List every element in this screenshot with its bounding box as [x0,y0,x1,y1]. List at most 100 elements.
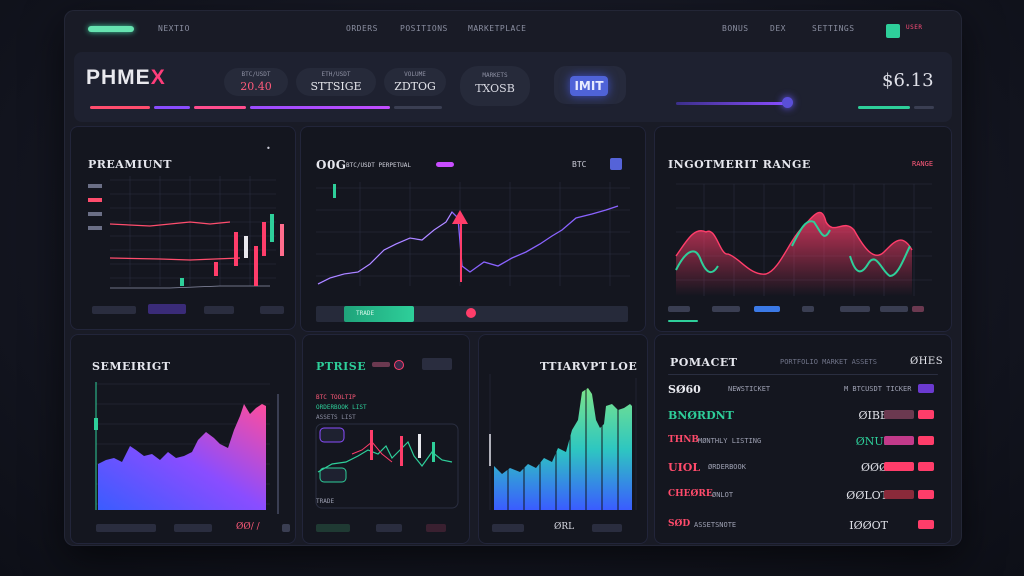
portfolio-row[interactable]: CHEØRE ØNLOT ØØLOT [668,486,938,504]
panel-portfolio: POMACET PORTFOLIO MARKET ASSETS ØHES SØ6… [654,334,952,544]
panel-premium: PREAMIUNT • [70,126,296,330]
chip-lock[interactable] [376,524,402,532]
account-label[interactable]: USER [906,24,923,31]
portfolio-row[interactable]: UIOL ØRDERBOOK ØØØ [668,458,938,476]
brand-logo[interactable]: PHMEX [86,66,166,89]
panel-title: POMACET [670,356,738,369]
header-bar-purple [154,106,190,109]
row-chip [884,462,914,471]
chip-volume-trade[interactable] [96,524,156,532]
ticker-label: VOLUME [404,71,426,78]
slider-track[interactable] [676,102,786,105]
ticker-label: BTC/USDT [241,71,271,78]
premium-chart [88,176,284,289]
panel-title: SEMEIRIGT [92,360,171,373]
ticker-markets[interactable]: MARKETS TXOSB [460,66,530,106]
portfolio-row[interactable]: BNØRDNT ØIBB [668,406,938,424]
trade-bar-fill[interactable] [344,306,414,322]
subtitle-pill [436,162,454,167]
portfolio-row[interactable]: THNB MØNTHLY LISTING ØNUI [668,432,938,450]
row-name: SØ60 [668,383,701,396]
row-action[interactable] [918,384,934,393]
sentiment-chart-svg [94,382,279,514]
chip-marketcap[interactable] [92,306,136,314]
chip-summary[interactable] [316,524,350,532]
price-chart-svg [315,423,459,509]
row-name: SØD [668,519,691,529]
panel-tag: RANGE [912,160,934,168]
row-sub: MØNTHLY LISTING [698,437,762,445]
chip-1d[interactable] [880,306,908,312]
expand-icon[interactable] [610,158,622,170]
row-value: ØIBB [858,409,888,422]
row-chip [884,436,914,445]
row-action[interactable] [918,490,934,499]
chip-week[interactable] [712,306,740,312]
chip-limit[interactable] [840,306,870,312]
panel-title: O0G [316,158,347,172]
panel-title: PREAMIUNT [88,158,172,171]
chip-extra[interactable] [912,306,924,312]
header-bar-grey [394,106,442,109]
row-value: ØØLOT [846,489,888,502]
nav-left-label[interactable]: NEXTIO [158,24,190,33]
row-sub: NEWSTICKET [728,385,771,393]
turnover-value: ØRL [554,522,575,532]
chip-buy[interactable] [592,524,622,532]
panel-header-tag: PORTFOLIO MARKET ASSETS [780,358,877,366]
nav-item-positions[interactable]: POSITIONS [400,24,448,33]
chip-volt[interactable] [174,524,212,532]
panel-sentiment: SEMEIRIGT ØØ/ / [70,334,296,544]
row-name: BNØRDNT [668,409,734,422]
portfolio-row[interactable]: SØD ASSETSNOTE IØØOT [668,516,938,534]
header-divider [668,374,938,375]
row-action[interactable] [918,520,934,529]
nav-item-bonus[interactable]: BONUS [722,24,749,33]
header-chip[interactable] [422,358,452,370]
tab-active-container[interactable]: IMIT [554,66,626,104]
chip-stop[interactable] [282,524,290,532]
chip-stop[interactable] [204,306,234,314]
chip-sell[interactable] [426,524,446,532]
nav-item-orders[interactable]: ORDERS [346,24,378,33]
chip-day[interactable] [754,306,780,312]
sentiment-value: ØØ/ / [236,522,260,532]
header-bar-red [90,106,150,109]
panel-subtitle: BTC/USDT PERPETUAL [346,162,412,169]
chip-month[interactable] [668,306,690,312]
slider-handle[interactable] [782,97,793,108]
ticker-eth[interactable]: ETH/USDT STTSIGE [296,68,376,96]
row-action[interactable] [918,462,934,471]
panel-menu-icon[interactable]: • [266,144,271,153]
ticker-label: MARKETS [482,72,508,79]
row-action[interactable] [918,436,934,445]
ticker-label: ETH/USDT [321,71,351,78]
panel-instrument-range: INGOTMERIT RANGE RANGE [654,126,952,332]
row-action[interactable] [918,410,934,419]
row-value: ØNUI [855,435,888,448]
panel-title: INGOTMERIT RANGE [668,158,811,171]
title-chip [372,362,390,367]
row-sub: ØRDERBOOK [708,463,746,471]
chip-deposit[interactable] [492,524,524,532]
tab-active[interactable]: IMIT [570,76,608,96]
row-value: M BTCUSDT TICKER [844,385,912,393]
turnover-chart-svg [489,374,637,510]
panel-title-right: LOE [610,360,638,373]
chip-hour[interactable] [802,306,814,312]
account-icon[interactable] [886,24,900,38]
nav-item-settings[interactable]: SETTINGS [812,24,855,33]
price-underline-green [858,106,910,109]
trade-bar[interactable]: TRADE [316,306,628,322]
portfolio-row[interactable]: SØ60 NEWSTICKET M BTCUSDT TICKER [668,380,938,398]
nav-item-dex[interactable]: DEX [770,24,786,33]
ticker-btc[interactable]: BTC/USDT 20.40 [224,68,288,96]
chip-take[interactable] [260,306,284,314]
ticker-volume[interactable]: VOLUME ZDTOG [384,68,446,96]
row-value: IØØOT [849,519,888,532]
nav-item-marketplace[interactable]: MARKETPLACE [468,24,527,33]
ticker-value: ZDTOG [394,80,436,93]
row-name: UIOL [668,461,701,474]
chip-limit[interactable] [148,304,186,314]
panel-turnover: TTIARVPT LOE ØRL [478,334,648,544]
